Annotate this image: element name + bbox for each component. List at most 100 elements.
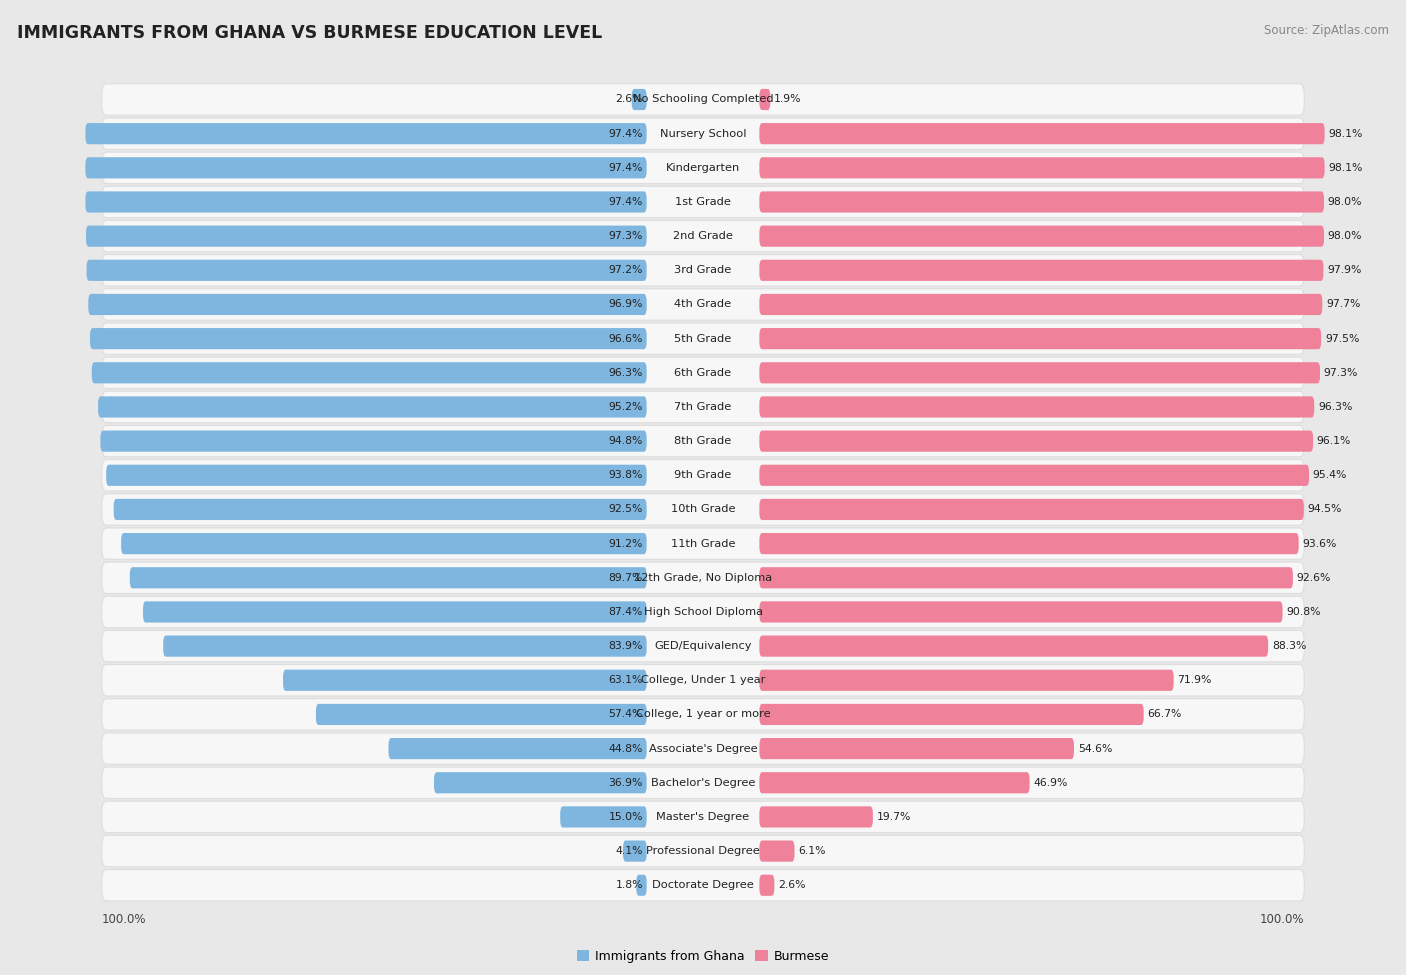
FancyBboxPatch shape — [101, 186, 1305, 217]
FancyBboxPatch shape — [759, 499, 1303, 520]
FancyBboxPatch shape — [90, 328, 647, 349]
Text: 15.0%: 15.0% — [609, 812, 643, 822]
Text: 1.8%: 1.8% — [616, 880, 643, 890]
FancyBboxPatch shape — [759, 225, 1324, 247]
FancyBboxPatch shape — [105, 465, 647, 486]
FancyBboxPatch shape — [759, 670, 1174, 691]
FancyBboxPatch shape — [86, 191, 647, 213]
Text: Nursery School: Nursery School — [659, 129, 747, 138]
FancyBboxPatch shape — [86, 225, 647, 247]
FancyBboxPatch shape — [101, 152, 1305, 183]
Text: Source: ZipAtlas.com: Source: ZipAtlas.com — [1264, 24, 1389, 37]
FancyBboxPatch shape — [86, 157, 647, 178]
Text: 97.5%: 97.5% — [1324, 333, 1360, 343]
FancyBboxPatch shape — [121, 533, 647, 554]
FancyBboxPatch shape — [101, 425, 1305, 457]
Text: 93.6%: 93.6% — [1302, 538, 1337, 549]
Text: 93.8%: 93.8% — [609, 470, 643, 481]
Text: 44.8%: 44.8% — [609, 744, 643, 754]
FancyBboxPatch shape — [101, 289, 1305, 320]
FancyBboxPatch shape — [759, 875, 775, 896]
FancyBboxPatch shape — [434, 772, 647, 794]
FancyBboxPatch shape — [759, 533, 1299, 554]
Text: 96.1%: 96.1% — [1317, 436, 1351, 447]
Text: Master's Degree: Master's Degree — [657, 812, 749, 822]
Text: Doctorate Degree: Doctorate Degree — [652, 880, 754, 890]
FancyBboxPatch shape — [101, 597, 1305, 628]
FancyBboxPatch shape — [143, 602, 647, 622]
Text: 98.0%: 98.0% — [1327, 231, 1362, 241]
FancyBboxPatch shape — [759, 431, 1313, 451]
FancyBboxPatch shape — [101, 220, 1305, 252]
FancyBboxPatch shape — [759, 259, 1323, 281]
FancyBboxPatch shape — [101, 631, 1305, 662]
FancyBboxPatch shape — [101, 357, 1305, 388]
Text: 2.6%: 2.6% — [616, 95, 643, 104]
FancyBboxPatch shape — [759, 465, 1309, 486]
FancyBboxPatch shape — [759, 397, 1315, 417]
Text: 94.8%: 94.8% — [609, 436, 643, 447]
Text: 4.1%: 4.1% — [616, 846, 643, 856]
FancyBboxPatch shape — [101, 84, 1305, 115]
FancyBboxPatch shape — [101, 254, 1305, 286]
Text: 2nd Grade: 2nd Grade — [673, 231, 733, 241]
Text: 11th Grade: 11th Grade — [671, 538, 735, 549]
Legend: Immigrants from Ghana, Burmese: Immigrants from Ghana, Burmese — [572, 945, 834, 968]
FancyBboxPatch shape — [86, 123, 647, 144]
FancyBboxPatch shape — [759, 328, 1322, 349]
Text: 92.6%: 92.6% — [1296, 572, 1331, 583]
Text: Bachelor's Degree: Bachelor's Degree — [651, 778, 755, 788]
Text: 10th Grade: 10th Grade — [671, 504, 735, 515]
Text: 57.4%: 57.4% — [609, 710, 643, 720]
FancyBboxPatch shape — [759, 89, 770, 110]
Text: 1st Grade: 1st Grade — [675, 197, 731, 207]
FancyBboxPatch shape — [283, 670, 647, 691]
FancyBboxPatch shape — [759, 157, 1324, 178]
Text: 96.6%: 96.6% — [609, 333, 643, 343]
FancyBboxPatch shape — [163, 636, 647, 657]
FancyBboxPatch shape — [623, 840, 647, 862]
FancyBboxPatch shape — [101, 767, 1305, 799]
Text: College, Under 1 year: College, Under 1 year — [641, 676, 765, 685]
FancyBboxPatch shape — [759, 293, 1322, 315]
Text: 96.3%: 96.3% — [1317, 402, 1353, 412]
Text: 97.2%: 97.2% — [609, 265, 643, 275]
Text: 12th Grade, No Diploma: 12th Grade, No Diploma — [634, 572, 772, 583]
Text: 87.4%: 87.4% — [609, 607, 643, 617]
Text: 97.7%: 97.7% — [1326, 299, 1361, 309]
FancyBboxPatch shape — [759, 806, 873, 828]
Text: 97.4%: 97.4% — [609, 197, 643, 207]
Text: 98.1%: 98.1% — [1329, 129, 1362, 138]
Text: 8th Grade: 8th Grade — [675, 436, 731, 447]
Text: Kindergarten: Kindergarten — [666, 163, 740, 173]
FancyBboxPatch shape — [101, 801, 1305, 833]
FancyBboxPatch shape — [89, 293, 647, 315]
Text: 2.6%: 2.6% — [778, 880, 806, 890]
Text: College, 1 year or more: College, 1 year or more — [636, 710, 770, 720]
FancyBboxPatch shape — [316, 704, 647, 725]
FancyBboxPatch shape — [759, 636, 1268, 657]
FancyBboxPatch shape — [560, 806, 647, 828]
FancyBboxPatch shape — [759, 840, 794, 862]
Text: GED/Equivalency: GED/Equivalency — [654, 642, 752, 651]
FancyBboxPatch shape — [637, 875, 647, 896]
Text: 95.4%: 95.4% — [1313, 470, 1347, 481]
FancyBboxPatch shape — [100, 431, 647, 451]
Text: 46.9%: 46.9% — [1033, 778, 1067, 788]
Text: 9th Grade: 9th Grade — [675, 470, 731, 481]
FancyBboxPatch shape — [101, 870, 1305, 901]
Text: Associate's Degree: Associate's Degree — [648, 744, 758, 754]
Text: 54.6%: 54.6% — [1078, 744, 1112, 754]
Text: High School Diploma: High School Diploma — [644, 607, 762, 617]
Text: 83.9%: 83.9% — [609, 642, 643, 651]
Text: 90.8%: 90.8% — [1286, 607, 1320, 617]
FancyBboxPatch shape — [101, 527, 1305, 560]
Text: No Schooling Completed: No Schooling Completed — [633, 95, 773, 104]
Text: 98.0%: 98.0% — [1327, 197, 1362, 207]
FancyBboxPatch shape — [101, 118, 1305, 149]
Text: 95.2%: 95.2% — [609, 402, 643, 412]
FancyBboxPatch shape — [388, 738, 647, 760]
FancyBboxPatch shape — [101, 323, 1305, 354]
Text: 4th Grade: 4th Grade — [675, 299, 731, 309]
FancyBboxPatch shape — [759, 191, 1324, 213]
